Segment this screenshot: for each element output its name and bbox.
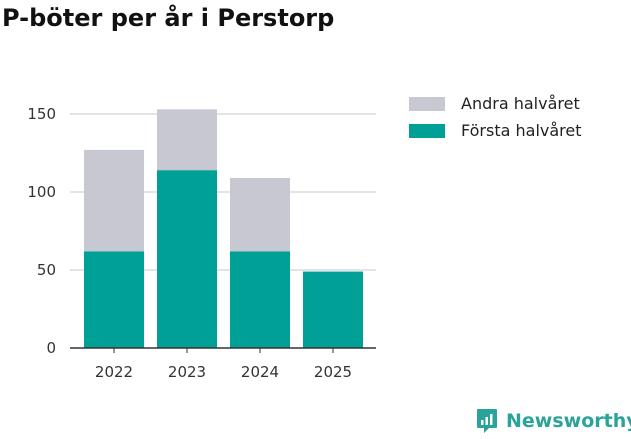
bar-2024-forsta <box>230 251 290 348</box>
x-tick-label-2022: 2022 <box>95 363 133 381</box>
y-tick-label-0: 0 <box>46 339 56 357</box>
bars <box>84 109 363 348</box>
legend-swatch-andra <box>409 96 445 111</box>
bar-2024-andra <box>230 177 290 252</box>
bar-2022-forsta <box>84 251 144 348</box>
chart-title: P-böter per år i Perstorp <box>2 4 335 32</box>
brand-logo: Newsworthy <box>476 408 631 434</box>
bar-2023-andra <box>157 109 217 171</box>
y-axis-ticks: 0 50 100 150 <box>27 105 56 357</box>
brand-name: Newsworthy <box>506 410 631 432</box>
bar-2022-andra <box>84 149 144 252</box>
legend-item-andra: Andra halvåret <box>409 90 582 117</box>
x-tick-label-2023: 2023 <box>168 363 206 381</box>
newsworthy-logo-icon <box>477 409 497 433</box>
y-tick-label-100: 100 <box>27 183 56 201</box>
x-axis-ticks: 2022 2023 2024 2025 <box>95 348 352 381</box>
legend-swatch-forsta <box>409 123 445 138</box>
y-tick-label-150: 150 <box>27 105 56 123</box>
x-tick-label-2025: 2025 <box>314 363 352 381</box>
legend-label-andra: Andra halvåret <box>461 94 580 113</box>
y-tick-label-50: 50 <box>37 261 56 279</box>
legend-item-forsta: Första halvåret <box>409 117 582 144</box>
legend-label-forsta: Första halvåret <box>461 121 582 140</box>
legend: Andra halvåret Första halvåret <box>409 90 582 144</box>
bar-2023-forsta <box>157 170 217 348</box>
bar-2025-forsta <box>303 271 363 348</box>
x-tick-label-2024: 2024 <box>241 363 279 381</box>
